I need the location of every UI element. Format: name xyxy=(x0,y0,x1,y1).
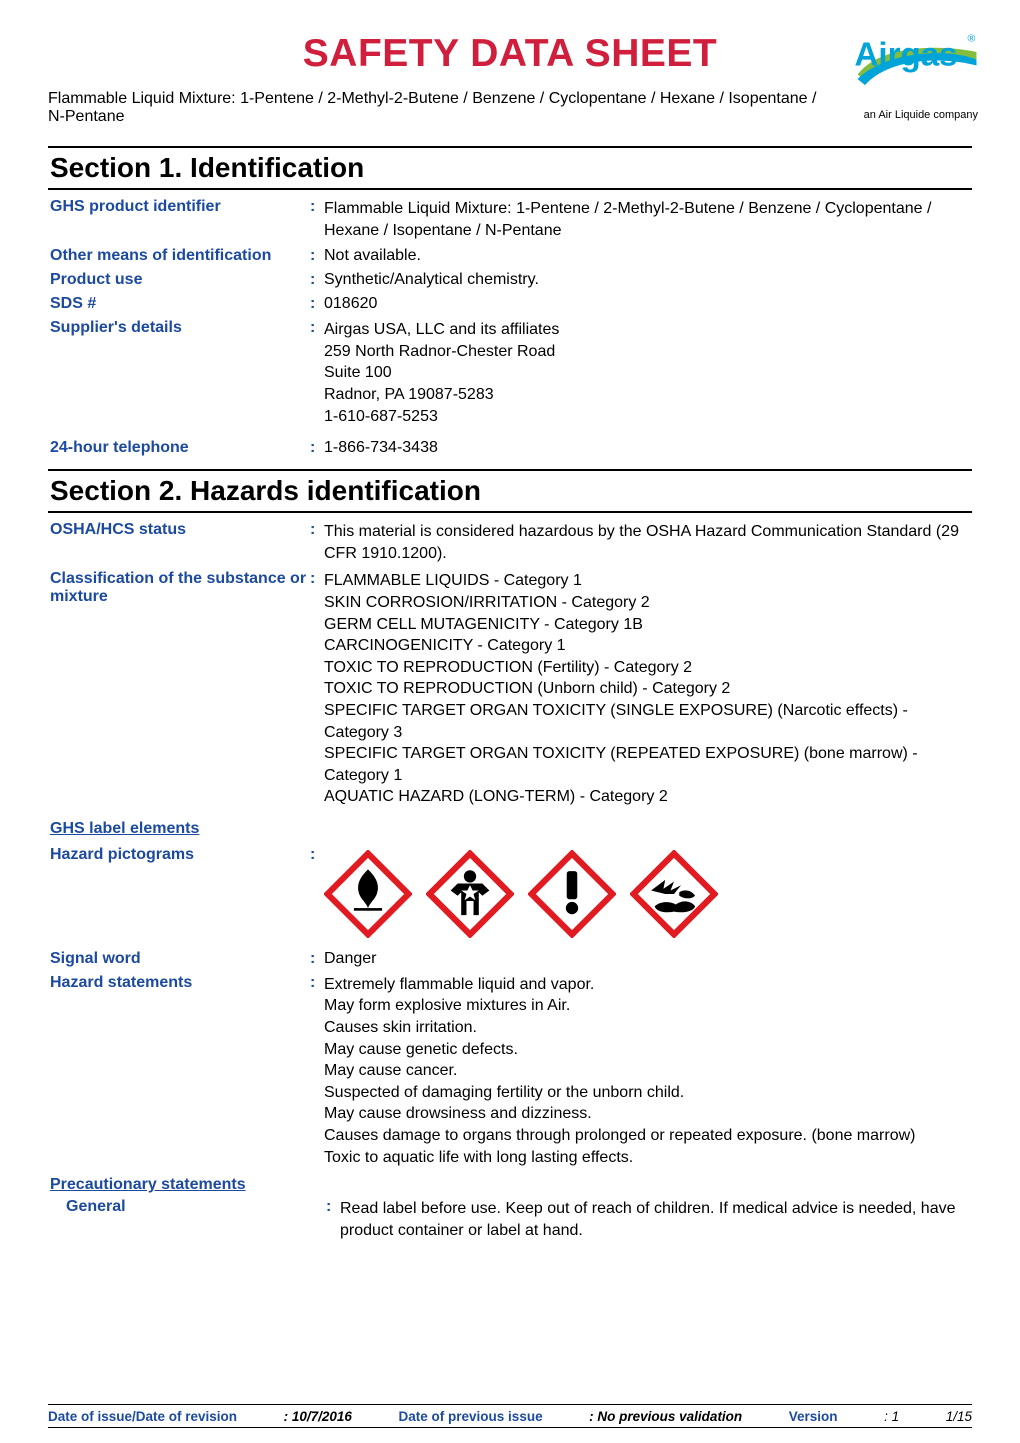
section-2-box: Section 2. Hazards identification xyxy=(48,469,972,513)
footer-c2-label: Date of previous issue xyxy=(399,1409,543,1424)
colon: : xyxy=(310,974,324,992)
field-value: Danger xyxy=(324,950,970,968)
field-value: 018620 xyxy=(324,295,970,313)
colon: : xyxy=(310,950,324,968)
svg-text:Airgas: Airgas xyxy=(855,37,958,74)
field-label: 24-hour telephone xyxy=(50,439,310,457)
ghs-label-elements-heading: GHS label elements xyxy=(50,820,199,837)
field-label: Product use xyxy=(50,271,310,289)
field-label: Supplier's details xyxy=(50,319,310,337)
colon: : xyxy=(310,521,324,539)
colon: : xyxy=(310,198,324,216)
colon: : xyxy=(310,846,324,864)
environment-icon xyxy=(630,850,718,938)
colon: : xyxy=(310,319,324,337)
pictogram-row xyxy=(324,850,970,938)
field-value: This material is considered hazardous by… xyxy=(324,521,970,564)
field-value: Airgas USA, LLC and its affiliates 259 N… xyxy=(324,319,970,427)
section-1-box: Section 1. Identification xyxy=(48,146,972,190)
colon: : xyxy=(310,271,324,289)
field-value: Not available. xyxy=(324,247,970,265)
health-hazard-icon xyxy=(426,850,514,938)
brand-logo: Airgas ® xyxy=(850,26,978,102)
field-value: 1-866-734-3438 xyxy=(324,439,970,457)
doc-subtitle: Flammable Liquid Mixture: 1-Pentene / 2-… xyxy=(48,90,828,126)
footer-page: 1/15 xyxy=(946,1409,972,1424)
field-label: Other means of identification xyxy=(50,247,310,265)
field-value: Flammable Liquid Mixture: 1-Pentene / 2-… xyxy=(324,198,970,241)
colon: : xyxy=(310,295,324,313)
doc-title: SAFETY DATA SHEET xyxy=(48,32,972,76)
field-label: Classification of the substance or mixtu… xyxy=(50,570,310,606)
field-label: SDS # xyxy=(50,295,310,313)
field-value: Read label before use. Keep out of reach… xyxy=(340,1198,970,1241)
colon: : xyxy=(310,439,324,457)
colon: : xyxy=(310,570,324,588)
footer-c3-value: : 1 xyxy=(884,1409,899,1424)
brand-tagline: an Air Liquide company xyxy=(850,109,978,121)
colon: : xyxy=(310,247,324,265)
field-label: Hazard statements xyxy=(50,974,310,992)
exclamation-icon xyxy=(528,850,616,938)
section-1-content: GHS product identifier : Flammable Liqui… xyxy=(48,190,972,469)
field-label: Hazard pictograms xyxy=(50,846,310,864)
field-label: OSHA/HCS status xyxy=(50,521,310,539)
field-label: Signal word xyxy=(50,950,310,968)
section-2-heading: Section 2. Hazards identification xyxy=(48,471,972,511)
footer-c3-label: Version xyxy=(789,1409,838,1424)
footer-c1-label: Date of issue/Date of revision xyxy=(48,1409,237,1424)
field-value: Extremely flammable liquid and vapor. Ma… xyxy=(324,974,970,1168)
field-value: Synthetic/Analytical chemistry. xyxy=(324,271,970,289)
colon: : xyxy=(326,1198,340,1216)
flame-icon xyxy=(324,850,412,938)
footer-c1-value: : 10/7/2016 xyxy=(284,1409,352,1424)
section-2-content: OSHA/HCS status : This material is consi… xyxy=(48,513,972,1253)
svg-text:®: ® xyxy=(967,32,975,44)
field-value: FLAMMABLE LIQUIDS - Category 1 SKIN CORR… xyxy=(324,570,970,808)
section-1-heading: Section 1. Identification xyxy=(48,148,972,188)
footer-c2-value: : No previous validation xyxy=(589,1409,742,1424)
brand-logo-block: Airgas ® an Air Liquide company xyxy=(850,26,978,121)
page-footer: Date of issue/Date of revision : 10/7/20… xyxy=(48,1404,972,1429)
precautionary-statements-heading: Precautionary statements xyxy=(50,1176,246,1193)
field-label: General xyxy=(50,1198,326,1216)
field-label: GHS product identifier xyxy=(50,198,310,216)
